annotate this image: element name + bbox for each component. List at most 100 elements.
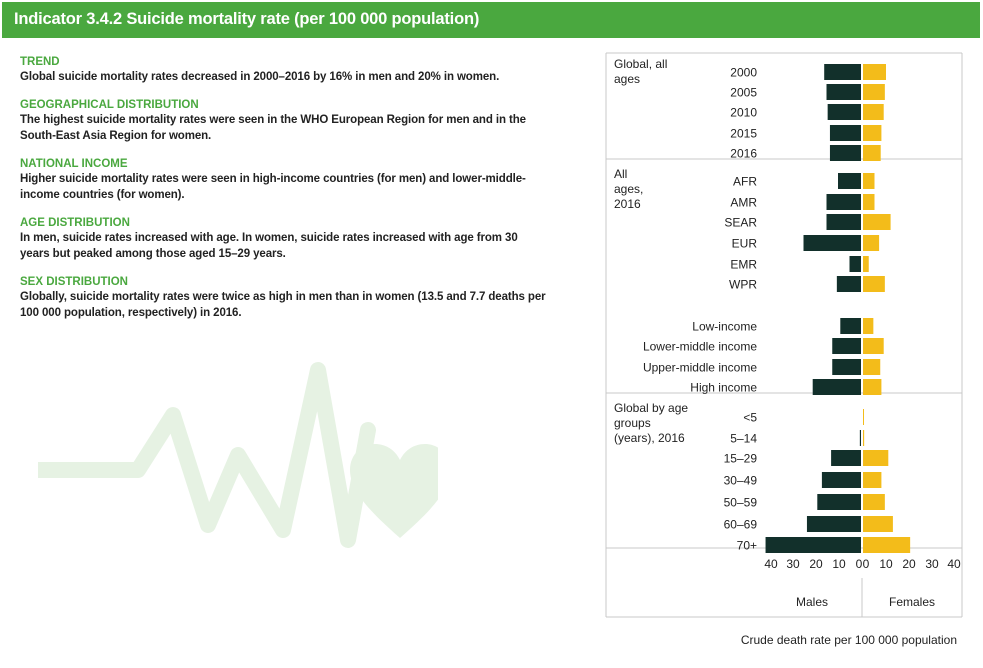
male-bar [836, 276, 861, 292]
male-bar [840, 318, 861, 334]
section-heading: AGE DISTRIBUTION [20, 217, 130, 229]
category-label: <5 [743, 411, 757, 425]
category-label: WPR [729, 278, 757, 292]
x-tick-label: 40 [947, 557, 961, 571]
female-bar [863, 84, 885, 100]
male-bar [824, 64, 861, 80]
section-heading: GEOGRAPHICAL DISTRIBUTION [20, 99, 199, 111]
x-tick-label: 10 [879, 557, 893, 571]
group-label: All ages, 2016 [614, 167, 643, 211]
x-tick-label: 10 [832, 557, 846, 571]
section-text: Higher suicide mortality rates were seen… [20, 173, 526, 201]
age-section: AGE DISTRIBUTION In men, suicide rates i… [20, 217, 550, 262]
female-bar [863, 64, 886, 80]
male-bar [829, 125, 861, 141]
group-label: Global by age groups (years), 2016 [614, 401, 688, 445]
category-label: 60–69 [724, 518, 758, 532]
x-tick-label: 30 [925, 557, 939, 571]
female-bar [863, 494, 885, 510]
male-bar [812, 379, 861, 395]
category-label: EUR [732, 237, 758, 251]
female-bar [863, 276, 885, 292]
female-bar [863, 318, 874, 334]
male-bar [829, 145, 861, 161]
male-bar [765, 537, 861, 553]
category-label: 50–59 [724, 496, 758, 510]
group-label: Global, all ages [614, 57, 667, 86]
male-axis-label: Males [796, 595, 828, 609]
male-bar [827, 104, 861, 120]
female-bar [863, 145, 881, 161]
section-text: The highest suicide mortality rates were… [20, 114, 526, 142]
male-bar [832, 359, 861, 375]
female-axis-label: Females [889, 595, 935, 609]
male-bar [826, 84, 861, 100]
male-bar [826, 214, 861, 230]
category-label: 5–14 [730, 432, 757, 446]
male-bar [831, 450, 861, 466]
category-label: Low-income [692, 320, 757, 334]
male-bar [832, 338, 861, 354]
female-bar [863, 125, 882, 141]
female-bar [863, 516, 893, 532]
category-label: Lower-middle income [643, 340, 757, 354]
female-bar [863, 359, 881, 375]
category-label: SEAR [724, 216, 757, 230]
category-label: AFR [733, 175, 757, 189]
category-label: High income [690, 381, 757, 395]
x-tick-label: 20 [902, 557, 916, 571]
male-bar [817, 494, 861, 510]
category-label: AMR [730, 196, 757, 210]
heartbeat-heart-icon [38, 362, 438, 548]
category-label: 2000 [730, 66, 757, 80]
x-tick-label: 40 [764, 557, 778, 571]
trend-section: TREND Global suicide mortality rates dec… [20, 56, 550, 85]
male-bar [838, 173, 861, 189]
female-bar [863, 214, 891, 230]
male-bar [826, 194, 861, 210]
x-axis-title: Crude death rate per 100 000 population [741, 633, 957, 647]
female-bar [863, 472, 882, 488]
male-bar [859, 430, 861, 446]
male-bar [803, 235, 861, 251]
category-label: 2016 [730, 147, 757, 161]
x-tick-label: 0 [863, 557, 870, 571]
female-bar [863, 409, 864, 425]
category-label: 2005 [730, 86, 757, 100]
x-tick-label: 20 [809, 557, 823, 571]
category-label: EMR [730, 258, 757, 272]
section-heading: SEX DISTRIBUTION [20, 276, 128, 288]
female-bar [863, 430, 865, 446]
female-bar [863, 256, 869, 272]
female-bar [863, 104, 884, 120]
male-bar [806, 516, 861, 532]
category-label: 30–49 [724, 474, 758, 488]
geographical-section: GEOGRAPHICAL DISTRIBUTION The highest su… [20, 99, 550, 144]
category-label: 15–29 [724, 452, 758, 466]
female-bar [863, 450, 889, 466]
section-text: In men, suicide rates increased with age… [20, 232, 518, 260]
indicator-header: Indicator 3.4.2 Suicide mortality rate (… [2, 2, 980, 38]
female-bar [863, 379, 882, 395]
x-tick-label: 30 [786, 557, 800, 571]
male-bar [849, 256, 861, 272]
category-label: 2010 [730, 106, 757, 120]
female-bar [863, 173, 875, 189]
sex-section: SEX DISTRIBUTION Globally, suicide morta… [20, 276, 550, 321]
male-bar [821, 472, 861, 488]
category-label: 2015 [730, 127, 757, 141]
indicator-title: Indicator 3.4.2 Suicide mortality rate (… [14, 10, 480, 28]
section-heading: NATIONAL INCOME [20, 158, 128, 170]
section-text: Globally, suicide mortality rates were t… [20, 291, 546, 319]
x-tick-label: 0 [856, 557, 863, 571]
section-text: Global suicide mortality rates decreased… [20, 71, 500, 83]
female-bar [863, 235, 880, 251]
category-label: Upper-middle income [643, 361, 757, 375]
section-heading: TREND [20, 56, 60, 68]
female-bar [863, 338, 884, 354]
female-bar [863, 537, 911, 553]
indicator-text-panel: TREND Global suicide mortality rates dec… [20, 56, 550, 335]
female-bar [863, 194, 875, 210]
category-label: 70+ [737, 539, 757, 553]
